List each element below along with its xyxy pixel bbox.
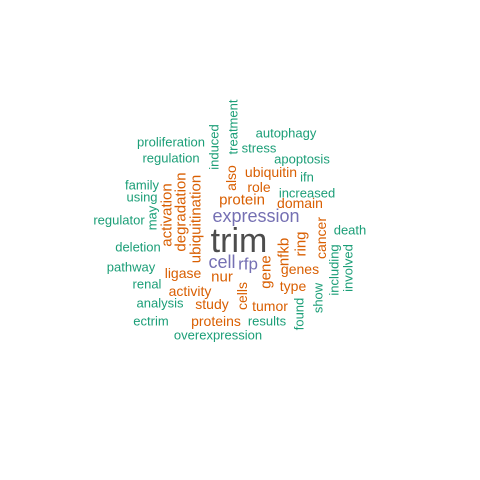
word-found: found [291,297,307,331]
word-type: type [279,278,307,294]
word-stress: stress [241,140,277,156]
word-deletion: deletion [115,239,161,255]
word-gene: gene [257,255,275,289]
word-regulator: regulator [93,212,145,228]
word-trim: trim [210,222,268,260]
word-family: family [125,177,159,193]
word-expression: expression [212,206,300,226]
word-domain: domain [277,195,323,211]
word-also: also [223,165,239,191]
word-protein: protein [219,191,265,209]
word-involved: involved [340,244,356,292]
word-may: may [144,205,160,231]
word-pathway: pathway [106,259,156,275]
word-autophagy: autophagy [255,125,317,141]
word-ifn: ifn [300,169,314,185]
word-study: study [195,296,229,312]
word-apoptosis: apoptosis [274,151,330,167]
word-cell: cell [208,252,236,272]
word-induced: induced [206,124,222,170]
word-ubiquitin: ubiquitin [244,164,298,180]
word-overexpression: overexpression [173,327,263,343]
word-ubiquitination: ubiquitination [187,174,205,264]
word-rfp: rfp [238,254,258,274]
word-analysis: analysis [136,295,184,311]
word-using: using [126,189,158,205]
word-cells: cells [234,281,250,311]
word-death: death [333,222,367,238]
word-renal: renal [132,276,162,292]
word-role: role [247,179,271,195]
word-degradation: degradation [172,172,190,252]
word-including: including [326,244,342,296]
word-activity: activity [168,283,212,299]
word-proteins: proteins [191,313,241,329]
word-show: show [310,282,326,314]
word-regulation: regulation [142,150,200,166]
word-ring: ring [292,231,310,257]
word-increased: increased [278,185,336,201]
word-tumor: tumor [252,298,288,314]
word-results: results [247,313,287,329]
word-proliferation: proliferation [137,134,205,150]
word-genes: genes [280,261,320,277]
word-treatment: treatment [225,99,241,155]
word-nur: nur [211,268,233,286]
word-ectrim: ectrim [133,313,169,329]
word-ligase: ligase [164,265,202,281]
